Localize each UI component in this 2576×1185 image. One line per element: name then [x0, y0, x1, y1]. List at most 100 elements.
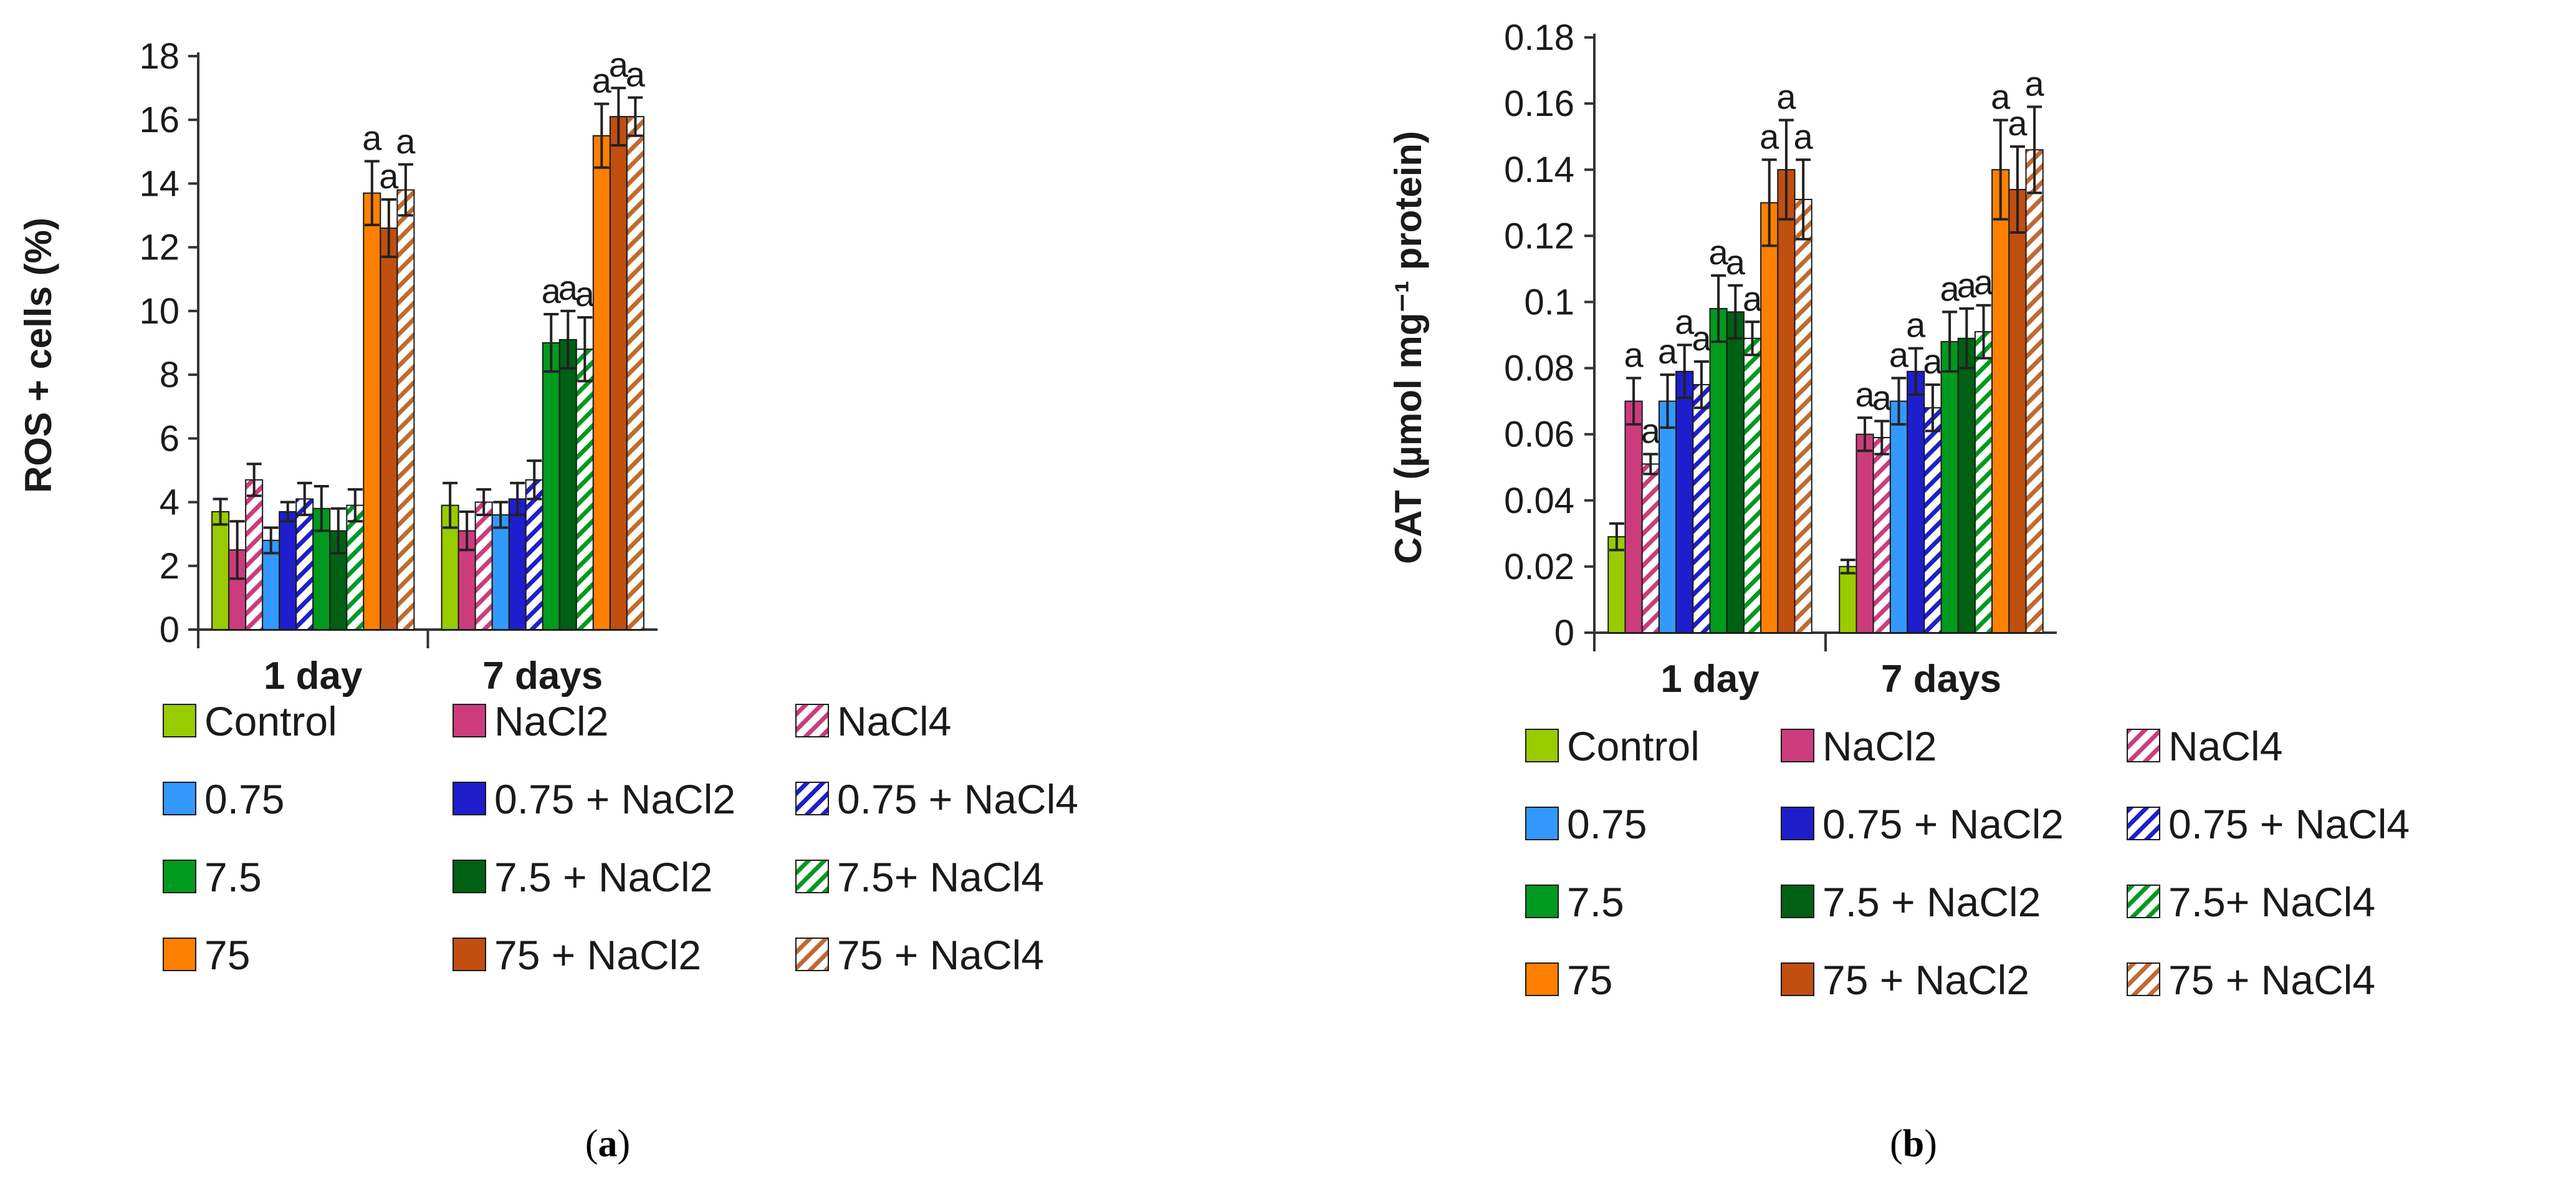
significance-label: a — [1658, 332, 1678, 371]
bar — [491, 514, 510, 630]
significance-label: a — [2025, 64, 2045, 103]
legend-swatch — [452, 704, 486, 737]
bar — [211, 511, 230, 631]
bar — [626, 116, 644, 631]
y-tick-label: 0.14 — [1504, 150, 1574, 190]
panel-label: (a) — [585, 1123, 630, 1165]
significance-label: a — [558, 268, 578, 307]
bar — [363, 192, 381, 630]
legend-swatch — [795, 782, 829, 815]
bar — [525, 479, 543, 630]
y-tick-label: 0 — [160, 610, 180, 650]
y-tick-label: 0 — [1554, 613, 1574, 653]
legend-swatch — [1525, 729, 1559, 762]
bar — [1923, 407, 1942, 633]
significance-label: a — [2008, 103, 2028, 143]
bar — [1872, 436, 1891, 633]
bar — [1658, 400, 1677, 633]
significance-label: a — [1624, 335, 1644, 374]
significance-label: a — [1692, 319, 1712, 358]
significance-label: a — [1641, 411, 1661, 451]
bar — [1743, 337, 1762, 633]
legend-label: 0.75 + NaCl4 — [2168, 801, 2410, 847]
legend-label: 75 + NaCl4 — [837, 932, 1044, 978]
legend-label: 7.5 — [1567, 879, 1624, 925]
bar — [1907, 370, 1925, 633]
x-category-label: 7 days — [482, 655, 603, 698]
significance-label: a — [1776, 77, 1796, 117]
significance-label: a — [1923, 342, 1943, 381]
legend-swatch — [1781, 885, 1814, 918]
y-tick-label: 0.08 — [1504, 348, 1574, 389]
bar — [609, 116, 628, 631]
bar — [575, 348, 594, 630]
y-tick-label: 0.1 — [1524, 282, 1574, 322]
legend-swatch — [163, 782, 196, 815]
legend-swatch — [1781, 729, 1814, 762]
legend-label: NaCl2 — [1822, 723, 1937, 769]
significance-label: a — [1940, 269, 1960, 308]
bar — [1726, 311, 1745, 634]
y-tick-label: 2 — [160, 546, 180, 587]
significance-label: a — [626, 54, 646, 94]
legend-swatch — [452, 782, 486, 815]
legend-label: 75 + NaCl2 — [1822, 957, 2029, 1003]
legend-label: 7.5 + NaCl2 — [1822, 879, 2041, 925]
significance-label: a — [396, 122, 416, 161]
legend-swatch — [1525, 885, 1559, 918]
bar — [1675, 370, 1694, 633]
y-tick-label: 0.16 — [1504, 84, 1574, 124]
significance-label: a — [1743, 279, 1763, 318]
bar — [1641, 463, 1660, 634]
significance-label: a — [1855, 375, 1875, 414]
legend-label: 7.5 + NaCl2 — [494, 854, 712, 900]
bar — [592, 135, 611, 630]
panel-label: (b) — [1890, 1123, 1937, 1165]
y-tick-label: 10 — [139, 291, 180, 332]
bar — [558, 338, 577, 631]
legend-swatch — [795, 704, 829, 737]
bar — [1692, 384, 1711, 633]
y-tick-label: 8 — [160, 355, 180, 395]
significance-label: a — [1889, 335, 1909, 374]
bar — [1974, 331, 1993, 633]
legend-label: Control — [204, 698, 337, 744]
bar — [1624, 400, 1643, 633]
legend-swatch — [163, 704, 196, 737]
x-category-label: 7 days — [1881, 658, 2001, 701]
bar — [295, 498, 314, 631]
y-tick-label: 0.18 — [1504, 17, 1574, 58]
y-tick-label: 14 — [139, 163, 180, 204]
legend-label: 0.75 + NaCl2 — [494, 776, 735, 822]
significance-label: a — [1991, 77, 2011, 117]
legend-swatch — [452, 860, 486, 893]
y-tick-label: 12 — [139, 228, 180, 268]
legend-label: 75 + NaCl4 — [2168, 957, 2375, 1003]
significance-label: a — [542, 271, 562, 310]
legend-swatch — [1525, 962, 1559, 996]
bar — [1839, 565, 1857, 634]
y-tick-label: 18 — [139, 36, 180, 77]
significance-label: a — [1709, 233, 1729, 272]
bar — [1709, 308, 1728, 633]
bar — [346, 504, 365, 631]
bar — [1777, 169, 1796, 633]
significance-label: a — [592, 61, 612, 100]
significance-label: a — [379, 156, 399, 196]
bar — [1889, 400, 1908, 633]
bar — [1794, 198, 1812, 633]
legend-swatch — [2127, 729, 2160, 762]
legend-swatch — [163, 860, 196, 893]
significance-label: a — [1872, 378, 1892, 417]
legend-label: 0.75 — [204, 776, 284, 822]
legend-label: 7.5+ NaCl4 — [837, 854, 1044, 900]
legend-label: NaCl2 — [494, 698, 608, 744]
significance-label: a — [1794, 117, 1814, 156]
bar — [2008, 189, 2027, 633]
x-category-label: 1 day — [1660, 658, 1760, 701]
y-tick-label: 0.12 — [1504, 216, 1574, 256]
legend-label: 7.5 — [204, 854, 262, 900]
significance-label: a — [1726, 242, 1746, 282]
